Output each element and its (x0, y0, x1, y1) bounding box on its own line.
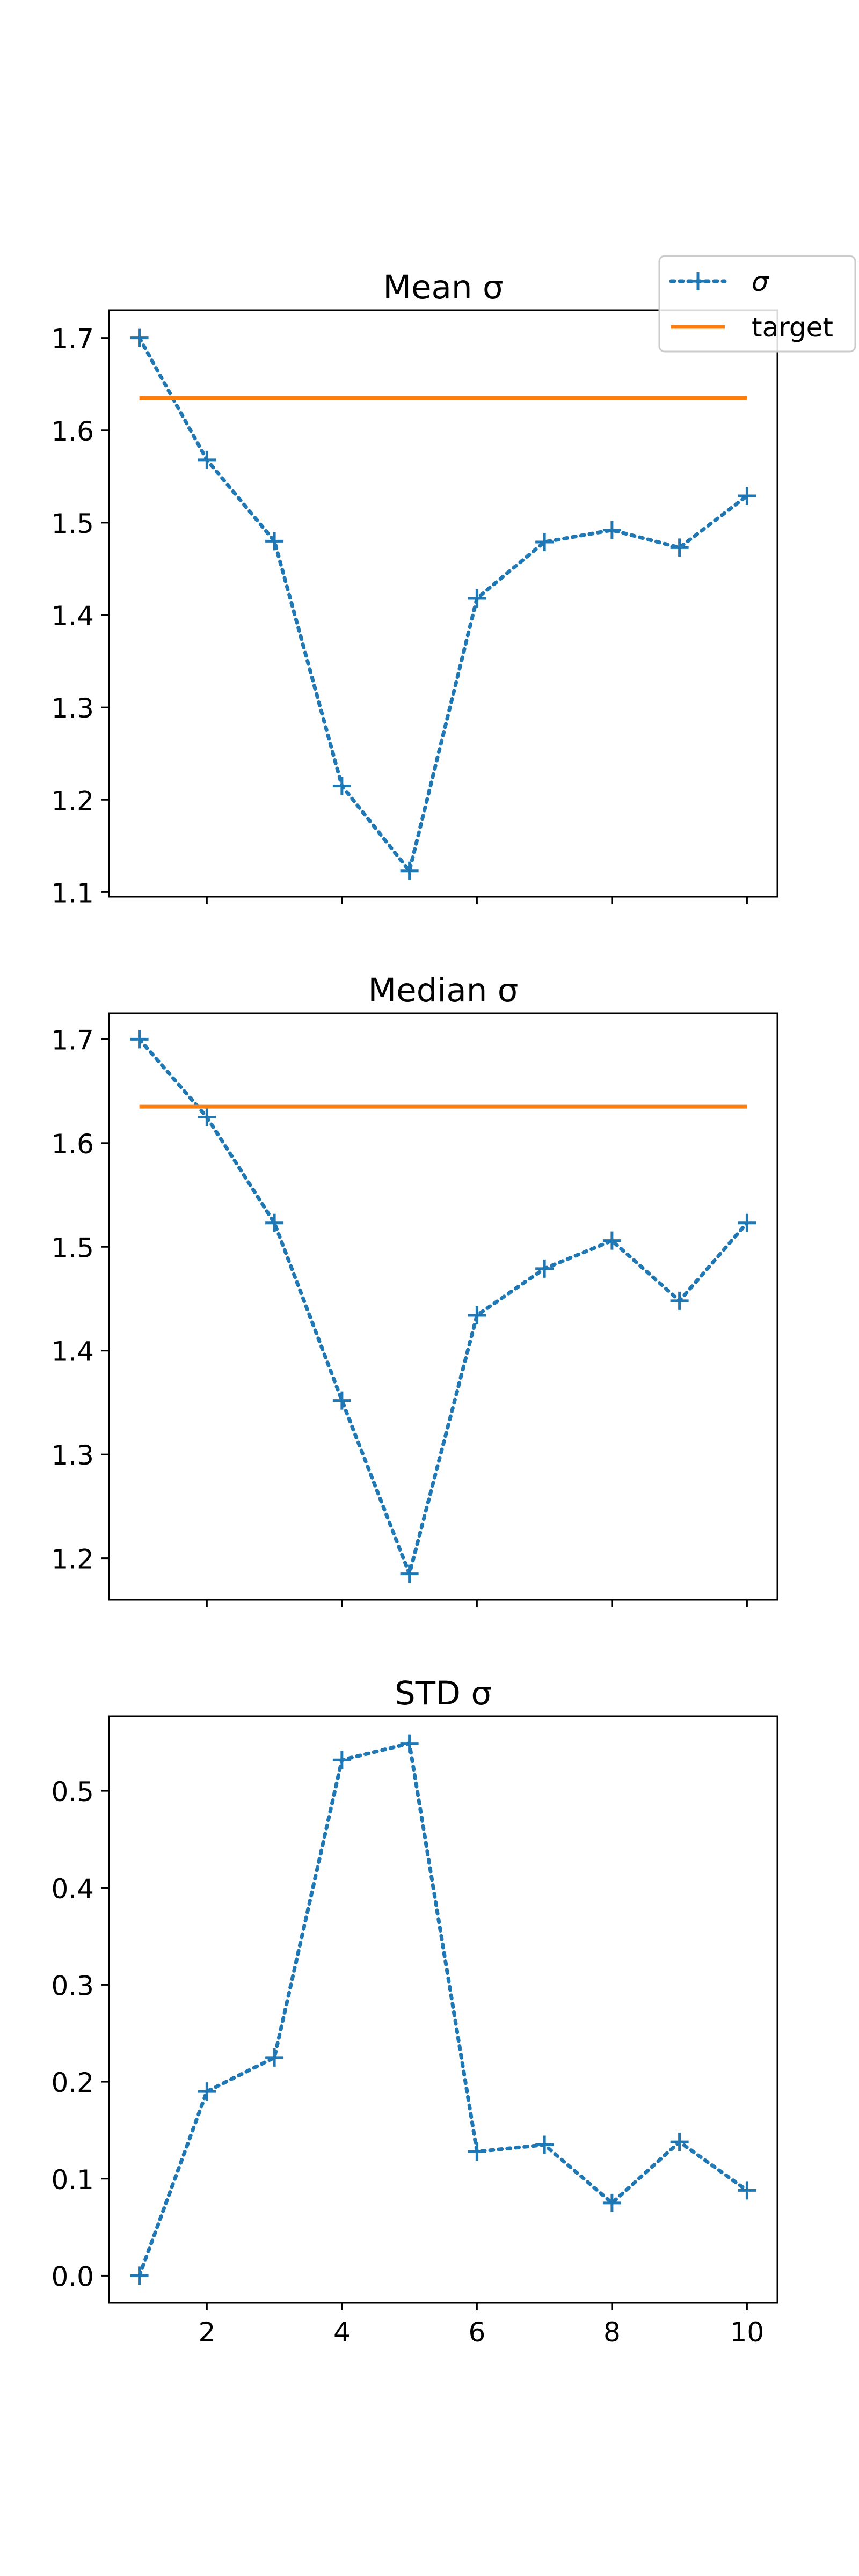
panel-mean-marker-3 (265, 532, 284, 551)
panel-std-xtick-label-2: 6 (468, 2317, 485, 2348)
panel-std-xtick-label-1: 4 (333, 2317, 351, 2348)
panel-std-ytick-label-2: 0.2 (51, 2067, 94, 2098)
panel-std-marker-3 (265, 2048, 284, 2067)
panel-std-marker-6 (468, 2142, 486, 2161)
panel-mean-ytick-label-6: 1.7 (51, 324, 94, 355)
panel-std-marker-10 (738, 2181, 756, 2200)
panel-std-ytick-label-3: 0.3 (51, 1970, 94, 2001)
panel-std-marker-4 (332, 1751, 351, 1769)
panel-mean-axes-frame (108, 309, 778, 898)
panel-mean-ytick-label-1: 1.2 (51, 785, 94, 816)
panel-mean-series-sigma-line (137, 336, 749, 875)
panel-mean-ytick-label-5: 1.6 (51, 416, 94, 447)
panel-mean-marker-7 (535, 533, 554, 552)
panel-mean-ytick-label-0: 1.1 (51, 877, 94, 909)
panel-mean-marker-10 (738, 486, 756, 505)
panel-std-ytick-label-5: 0.5 (51, 1776, 94, 1807)
panel-mean-marker-4 (332, 777, 351, 795)
panel-mean-ytick-label-2: 1.3 (51, 693, 94, 724)
panel-mean-title: Mean σ (383, 268, 503, 306)
panel-median-ytick-label-4: 1.6 (51, 1129, 94, 1160)
panel-std-marker-8 (602, 2193, 621, 2212)
panel-std-marker-9 (670, 2133, 689, 2151)
panel-median-marker-6 (468, 1306, 486, 1324)
panel-median-marker-9 (670, 1291, 689, 1310)
panel-median-ytick-label-0: 1.2 (51, 1544, 94, 1575)
panel-median-series-sigma-line (137, 1037, 749, 1580)
panel-std-marker-2 (198, 2082, 216, 2101)
panel-std-marker-1 (130, 2266, 149, 2285)
panel-std-ytick-label-4: 0.4 (51, 1874, 94, 1905)
panel-median-marker-2 (198, 1108, 216, 1126)
panel-std-xtick-label-3: 8 (603, 2317, 621, 2348)
panel-median-ytick-label-5: 1.7 (51, 1024, 94, 1056)
panel-median-axes-frame (108, 1012, 778, 1601)
panel-mean-marker-5 (400, 861, 419, 880)
panel-std-xtick-label-4: 10 (730, 2317, 765, 2348)
panel-median-ytick-label-1: 1.3 (51, 1440, 94, 1471)
panel-mean-ytick-label-4: 1.5 (51, 508, 94, 539)
panel-median-ytick-label-2: 1.4 (51, 1336, 94, 1367)
panel-median-marker-1 (130, 1030, 149, 1049)
panel-median-title: Median σ (368, 971, 519, 1009)
panel-std-marker-5 (400, 1734, 419, 1753)
panel-mean-marker-6 (468, 589, 486, 608)
panel-std-ytick-label-0: 0.0 (51, 2261, 94, 2292)
panel-mean-marker-1 (130, 328, 149, 347)
panel-std-axes-frame (108, 1715, 778, 2304)
panel-std-xtick-label-0: 2 (198, 2317, 215, 2348)
panel-median-marker-8 (602, 1231, 621, 1250)
legend-label-target: target (752, 312, 833, 343)
panel-median-marker-10 (738, 1213, 756, 1232)
legend-sigma-marker (689, 272, 707, 290)
panel-std-marker-7 (535, 2135, 554, 2154)
panel-std-ytick-label-1: 0.1 (51, 2164, 94, 2196)
panel-mean-marker-2 (198, 450, 216, 469)
panel-median-ytick-label-3: 1.5 (51, 1232, 94, 1263)
panel-std-series-sigma-line (137, 1741, 749, 2278)
panel-median-marker-3 (265, 1213, 284, 1232)
panel-mean-ytick-label-3: 1.4 (51, 601, 94, 632)
panel-std-title: STD σ (395, 1674, 492, 1713)
panel-mean-marker-9 (670, 538, 689, 557)
panel-mean-marker-8 (602, 521, 621, 539)
legend-label-sigma: σ (752, 266, 769, 297)
panel-median-marker-4 (332, 1391, 351, 1410)
panel-median-marker-5 (400, 1564, 419, 1583)
panel-median-marker-7 (535, 1259, 554, 1278)
